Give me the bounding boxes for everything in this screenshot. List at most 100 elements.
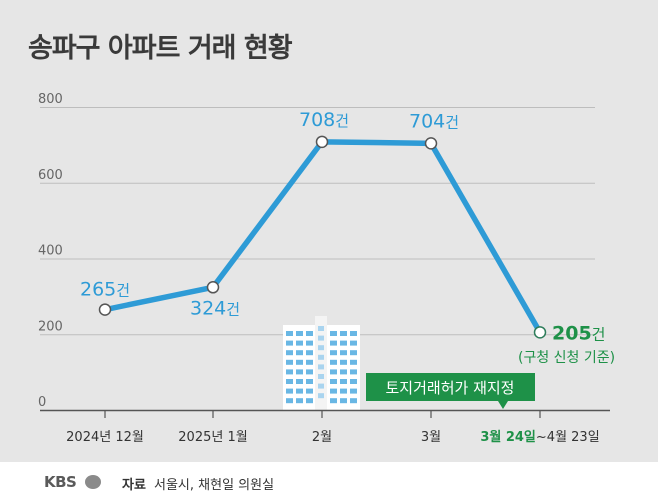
building-window <box>306 369 313 375</box>
data-point <box>206 281 220 294</box>
y-tick-label: 800 <box>38 92 63 107</box>
data-label-value: 265 <box>80 279 116 301</box>
data-label: 265건 <box>80 279 130 301</box>
building-window <box>318 345 324 351</box>
y-tick-label: 600 <box>38 168 63 183</box>
building-window <box>318 383 324 389</box>
building-window <box>286 369 293 375</box>
building-window <box>330 359 337 365</box>
building-block <box>327 325 360 410</box>
building-window <box>306 350 313 356</box>
building-window <box>340 388 347 394</box>
building-window <box>306 398 313 404</box>
building-window <box>330 340 337 346</box>
data-point <box>315 135 329 149</box>
source-label: 자료 <box>122 478 146 493</box>
building-window <box>296 331 303 336</box>
data-label-value: 704 <box>409 110 445 132</box>
callout-text: 토지거래허가 재지정 <box>386 379 515 397</box>
y-tick-label: 200 <box>38 319 63 334</box>
data-point <box>533 326 547 339</box>
building-window <box>296 340 303 346</box>
building-window <box>286 331 293 336</box>
callout-pointer <box>498 401 508 409</box>
data-label-unit: 건 <box>445 113 459 131</box>
data-label-unit: 건 <box>592 325 606 343</box>
building-window <box>286 359 293 365</box>
building-window <box>318 374 324 379</box>
x-tick-label: 2월 <box>312 430 332 445</box>
kbs-logo-icon <box>85 475 101 489</box>
building-window <box>340 398 347 404</box>
series-line <box>102 139 543 336</box>
x-tick-label: 2025년 1월 <box>178 430 247 445</box>
building-window <box>318 364 324 370</box>
y-tick-label: 400 <box>38 244 63 259</box>
building-window <box>340 379 347 384</box>
data-label-value: 205 <box>552 322 592 344</box>
callout-box <box>366 373 535 401</box>
building-window <box>296 359 303 365</box>
data-point <box>98 303 112 316</box>
building-window <box>306 379 313 384</box>
building-window <box>318 326 324 331</box>
x-tick-label: 3월 24일~4월 23일 <box>480 429 599 445</box>
building-window <box>340 350 347 356</box>
building-window <box>330 388 337 394</box>
building-window <box>296 350 303 356</box>
data-label-unit: 건 <box>335 112 349 130</box>
data-label-unit: 건 <box>226 300 240 318</box>
apartment-building-illustration <box>283 316 360 410</box>
building-window <box>330 350 337 356</box>
building-window <box>318 335 324 341</box>
source-text: 서울시, 채현일 의원실 <box>154 478 275 493</box>
building-window <box>350 340 357 346</box>
data-label-value: 708 <box>299 109 335 131</box>
building-window <box>286 340 293 346</box>
line-chart: 0 200 400 600 800 2024년 12월 2025년 1월 2월 3월 3월 24… <box>38 92 615 445</box>
building-window <box>350 379 357 384</box>
building-window <box>286 379 293 384</box>
data-label-value: 324 <box>190 297 226 319</box>
building-window <box>296 388 303 394</box>
building-window <box>286 398 293 404</box>
building-window <box>350 369 357 375</box>
data-label: 704건 <box>409 110 459 132</box>
building-window <box>350 350 357 356</box>
building-window <box>330 369 337 375</box>
building-window <box>286 350 293 356</box>
building-window <box>350 331 357 336</box>
building-window <box>330 398 337 404</box>
building-window <box>350 359 357 365</box>
data-label: 205건 <box>552 322 605 344</box>
data-label: 324건 <box>190 297 240 319</box>
building-window <box>318 393 324 399</box>
building-block <box>283 325 315 410</box>
building-window <box>296 369 303 375</box>
data-label: 708건 <box>299 109 349 131</box>
building-window <box>330 379 337 384</box>
building-window <box>296 398 303 404</box>
x-tick-highlight: 3월 24일 <box>480 429 536 445</box>
building-window <box>306 359 313 365</box>
building-window <box>306 388 313 394</box>
building-window <box>350 398 357 404</box>
building-window <box>318 354 324 360</box>
building-window <box>350 388 357 394</box>
building-window <box>340 359 347 365</box>
data-point <box>424 137 438 150</box>
x-tick-rest: ~4월 23일 <box>536 430 600 445</box>
last-point-note: (구청 신청 기준) <box>518 350 615 366</box>
y-tick-label: 0 <box>38 395 46 410</box>
x-tick-label: 3월 <box>421 430 441 445</box>
building-window <box>330 331 337 336</box>
kbs-logo: KBS <box>44 473 77 491</box>
building-window <box>340 369 347 375</box>
footer: KBS 자료 서울시, 채현일 의원실 <box>0 462 658 503</box>
building-window <box>286 388 293 394</box>
building-window <box>340 331 347 336</box>
x-tick-label: 2024년 12월 <box>66 430 144 445</box>
page-title: 송파구 아파트 거래 현황 <box>28 33 293 64</box>
chart-card: 송파구 아파트 거래 현황 0 200 400 600 800 2024년 12월 202… <box>0 0 658 462</box>
building-window <box>306 331 313 336</box>
